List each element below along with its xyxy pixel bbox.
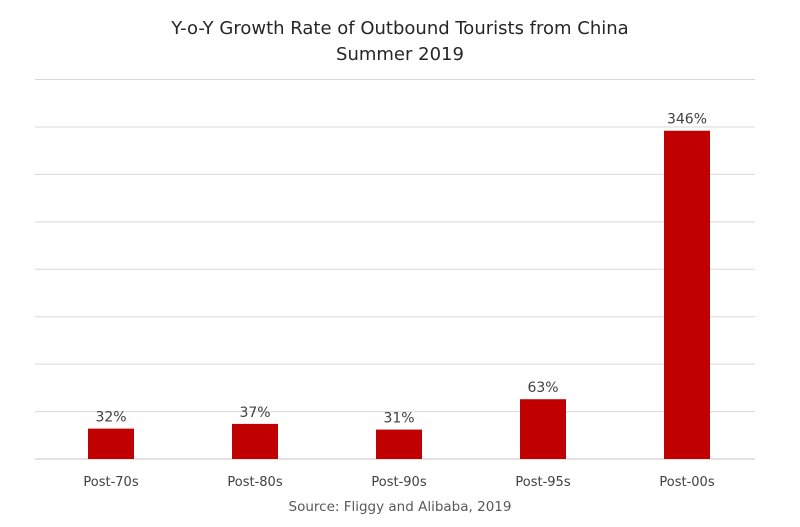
- data-labels: 32% 37% 31% 63% 346%: [95, 112, 707, 427]
- data-label: 31%: [383, 411, 414, 427]
- chart-subtitle: Summer 2019: [336, 44, 464, 65]
- gridlines: [35, 79, 755, 460]
- data-label: 63%: [527, 380, 558, 396]
- data-label: 37%: [239, 405, 270, 421]
- x-tick-label: Post-70s: [83, 475, 138, 490]
- data-label: 32%: [95, 410, 126, 426]
- bar-post-80s: [232, 423, 278, 459]
- source-note: Source: Fliggy and Alibaba, 2019: [289, 499, 512, 515]
- bars: [88, 130, 710, 460]
- x-tick-label: Post-80s: [227, 475, 282, 490]
- bar-post-95s: [520, 399, 566, 459]
- bar-post-70s: [88, 428, 134, 459]
- data-label: 346%: [667, 112, 707, 128]
- x-tick-label: Post-95s: [515, 475, 570, 490]
- x-tick-label: Post-00s: [659, 475, 714, 490]
- bar-post-00s: [664, 130, 710, 460]
- x-tick-label: Post-90s: [371, 475, 426, 490]
- x-axis-tick-labels: Post-70s Post-80s Post-90s Post-95s Post-00s: [83, 475, 714, 490]
- chart-title: Y-o-Y Growth Rate of Outbound Tourists f…: [170, 18, 628, 39]
- bar-post-90s: [376, 429, 422, 459]
